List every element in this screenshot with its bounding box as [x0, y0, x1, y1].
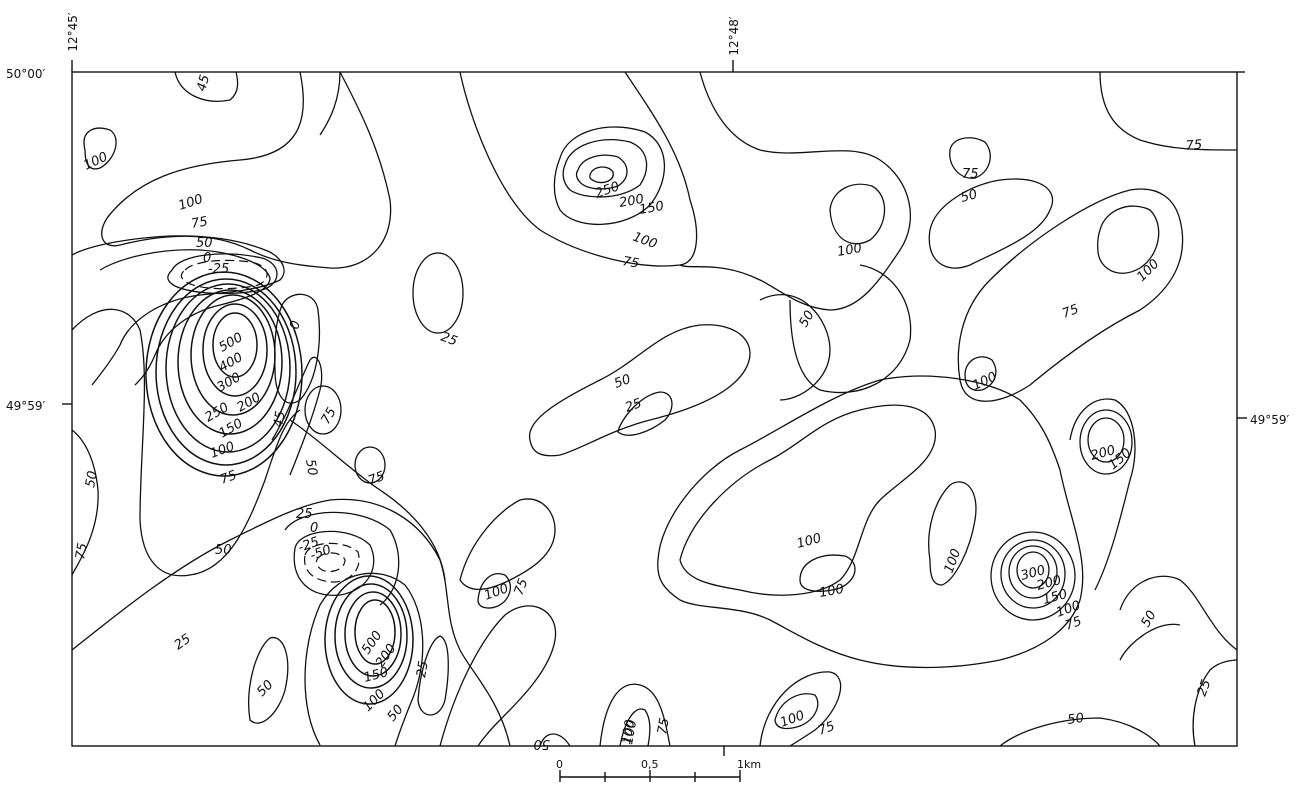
- contour-label: 50: [302, 458, 320, 477]
- contour-label: 100: [795, 531, 823, 552]
- contour-label: 50: [215, 543, 232, 558]
- contour-label: 100: [621, 719, 640, 746]
- contour-label: -50: [308, 542, 333, 563]
- contour-label: 150: [217, 416, 246, 441]
- contour-label: 0: [310, 521, 318, 536]
- contour-label: 150: [362, 665, 390, 686]
- contour-label: 100: [942, 547, 965, 575]
- coord-top-lat: 50°00′: [6, 67, 46, 81]
- contour-label: 50: [196, 236, 213, 251]
- contour-label: 200: [1089, 443, 1117, 464]
- contour-label: 100: [970, 370, 999, 394]
- contour-label: 200: [1035, 573, 1063, 594]
- contour-label: 75: [962, 167, 979, 182]
- contour-label: 300: [1019, 563, 1047, 584]
- scale-label-0: 0: [556, 758, 563, 771]
- contour-label: 75: [512, 577, 532, 598]
- contour-label: 300: [215, 370, 244, 395]
- contour-label: 50: [83, 470, 101, 489]
- contour-label: 75: [621, 254, 640, 272]
- contour-label: 50: [959, 187, 979, 206]
- contour-label: 100: [177, 192, 205, 214]
- contour-label: 100: [1134, 257, 1162, 285]
- scale-bar: 0 0,5 1km: [556, 746, 761, 782]
- coord-top-mid-lon: 12°48′: [727, 16, 741, 56]
- contour-label: 25: [1195, 678, 1215, 699]
- contour-label: 25: [439, 330, 460, 350]
- contour-label: 25: [172, 631, 194, 653]
- contour-label: 75: [1185, 138, 1203, 154]
- contour-label: 75: [190, 214, 209, 232]
- contour-label: 100: [818, 582, 845, 601]
- contour-label: 50: [533, 736, 550, 751]
- contour-label: 500: [217, 330, 246, 355]
- coord-top-left-lon: 12°45′: [66, 12, 80, 52]
- contour-label: 75: [1063, 614, 1084, 634]
- scale-label-mid: 0,5: [641, 758, 659, 771]
- contour-label: 50: [1138, 608, 1159, 630]
- contour-label: 400: [217, 350, 246, 375]
- contour-label: 50: [254, 678, 276, 700]
- contour-label: 25: [296, 507, 313, 522]
- contour-label: 150: [638, 199, 665, 218]
- contour-label: 100: [836, 241, 863, 260]
- contour-label: 50: [1066, 711, 1084, 728]
- contour-label: 75: [816, 719, 837, 739]
- contour-label: -25: [296, 534, 321, 555]
- contour-label: 45: [271, 410, 289, 429]
- contour-label: 75: [218, 468, 239, 488]
- contour-label: 75: [366, 469, 387, 489]
- contour-label: 50: [796, 308, 817, 330]
- contour-label: 45: [194, 73, 213, 93]
- contour-label: 50: [612, 372, 633, 392]
- contour-lines: [71, 71, 1238, 747]
- coord-right-lat: 49°59′: [1250, 413, 1290, 427]
- contour-label: 75: [655, 717, 673, 736]
- contour-labels: 45 100 100 75 50 0 -25 500 400 300 250 2…: [73, 73, 1214, 751]
- contour-label: 100: [631, 230, 659, 253]
- contour-label: 150: [1041, 587, 1069, 608]
- contour-label: 75: [73, 542, 91, 561]
- contour-label: 25: [414, 660, 432, 679]
- contour-label: 75: [1060, 302, 1081, 322]
- contour-label: 100: [208, 439, 236, 462]
- scale-label-end: 1km: [737, 758, 761, 771]
- contour-label: 0: [203, 251, 211, 266]
- contour-label: 100: [778, 708, 806, 731]
- contour-label: -25: [208, 262, 229, 277]
- contour-label: 100: [360, 687, 388, 715]
- contour-label: 75: [318, 405, 339, 427]
- contour-label: 25: [623, 396, 644, 416]
- contour-label: 100: [482, 581, 510, 604]
- contour-label: 200: [618, 192, 645, 211]
- coord-left-lat: 49°59′: [6, 399, 46, 413]
- map-frame: [71, 71, 1238, 747]
- contour-label: 100: [619, 719, 638, 746]
- contour-label: 200: [235, 390, 264, 415]
- contour-label: 0: [287, 319, 304, 331]
